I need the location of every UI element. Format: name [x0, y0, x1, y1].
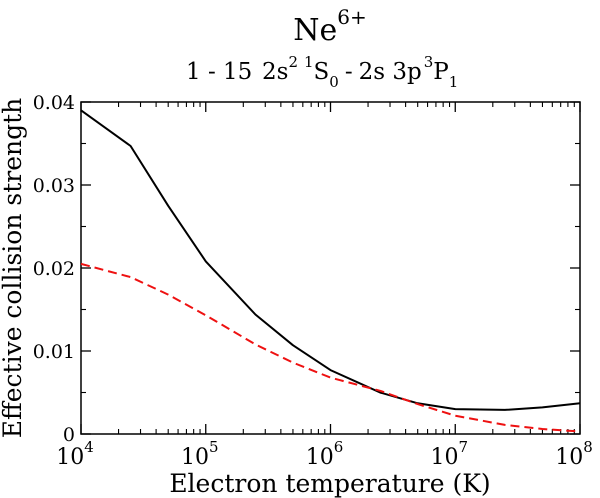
subtitle-lower-term: S [314, 59, 330, 85]
x-tick-label: 107 [430, 438, 468, 470]
series-line-dashed [80, 262, 581, 433]
x-axis: 104 105 106 107 108 [56, 102, 593, 470]
title-ion: Ne [293, 13, 337, 48]
y-tick-label: 0.01 [33, 341, 75, 363]
title-charge: 6+ [337, 5, 366, 29]
chart-title: Ne6+ [293, 5, 367, 48]
subtitle-lower-config: 2s [262, 59, 288, 85]
series-layer [80, 109, 581, 433]
subtitle-lower-mult: 1 [304, 53, 314, 71]
y-tick-label: 0.02 [33, 258, 75, 280]
subtitle-index: 1 - 15 [186, 59, 252, 85]
y-axis-label: Effective collision strength [0, 98, 27, 439]
x-tick-label: 105 [181, 438, 219, 470]
subtitle-upper-mult: 3 [424, 53, 434, 71]
chart-subtitle: 1 - 15 2s2 1S0-2s 3p 3P1 [186, 53, 458, 91]
subtitle-upper-j: 1 [449, 73, 459, 91]
x-axis-label: Electron temperature (K) [169, 469, 490, 498]
y-axis: 0 0.01 0.02 0.03 0.04 [33, 92, 580, 446]
subtitle-dash: - [345, 59, 353, 85]
x-tick-label: 106 [306, 438, 344, 470]
series-line-solid [80, 109, 581, 411]
subtitle-lower-j: 0 [329, 73, 339, 91]
subtitle-lower-config-sup: 2 [288, 53, 298, 71]
subtitle-upper-term: P [433, 59, 448, 85]
plot-frame [80, 101, 581, 435]
subtitle-upper-config: 2s 3p [359, 59, 422, 85]
y-tick-label: 0.04 [33, 92, 75, 114]
y-tick-label: 0.03 [33, 175, 75, 197]
x-tick-label: 108 [555, 438, 593, 470]
x-tick-label: 104 [56, 438, 94, 470]
y-tick-label: 0 [63, 424, 75, 446]
